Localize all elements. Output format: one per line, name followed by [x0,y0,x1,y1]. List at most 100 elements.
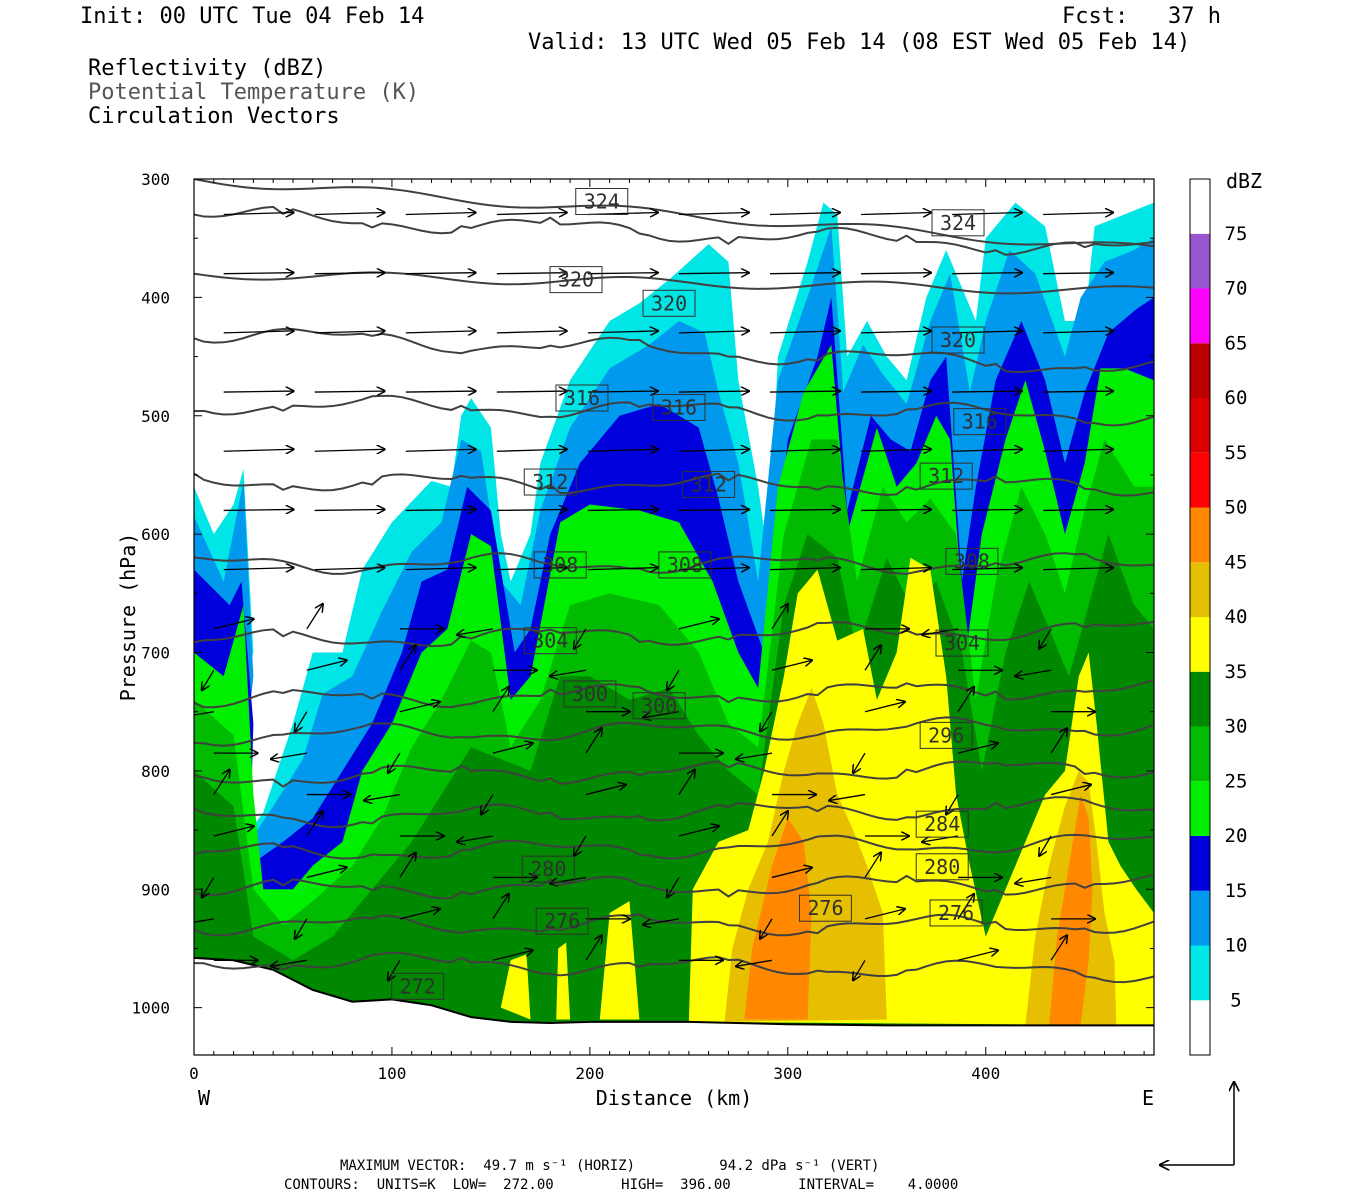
theta-label-text: 312 [532,470,568,494]
circulation-vector [457,835,493,842]
circulation-vector [314,213,385,215]
circulation-vector [492,950,533,961]
circulation-vector [550,669,587,676]
circulation-vector [314,391,385,392]
circulation-vector [864,852,881,878]
circulation-vector [314,331,385,333]
circulation-vector [496,509,567,510]
theta-contour-284 [194,833,1154,860]
theta-label: 304 [523,627,577,655]
circulation-vector [202,877,215,897]
circulation-vector [587,568,658,570]
circulation-vector [1039,835,1052,856]
colorbar-segment [1190,452,1210,508]
theta-label: 308 [658,551,712,579]
circulation-vector [587,509,658,510]
circulation-vector [364,793,400,801]
circulation-vector [388,752,401,773]
y-tick-label: 500 [141,407,170,426]
theta-label-text: 304 [944,631,980,655]
circulation-vector [678,273,749,274]
circulation-vector [1043,509,1113,510]
circulation-vector [853,752,866,773]
theta-contour-324 [194,205,1154,256]
y-tick-label: 800 [141,762,170,781]
circulation-vector [678,509,749,510]
circulation-vector [306,604,323,630]
circulation-vector [771,604,788,630]
circulation-vector [952,391,1022,392]
colorbar-segment [1190,343,1210,398]
circulation-vector [769,391,840,392]
theta-contour-labels: 324 324 320 320 320 316 316 316 312 312 312 308 308 3… [391,187,1007,1000]
circulation-vector [952,273,1022,274]
circulation-vector [405,331,476,333]
circulation-vector [202,669,215,690]
colorbar-segment [1190,1000,1210,1055]
colorbar-segment [1190,507,1210,563]
theta-label-text: 284 [924,812,960,836]
circulation-vector [1043,331,1113,333]
circulation-vector [736,752,773,759]
circulation-vector [1050,728,1067,754]
circulation-vector [213,770,230,795]
theta-label-text: 320 [651,291,687,315]
theta-label-text: 300 [572,682,608,706]
circulation-vector [213,826,254,837]
circulation-vector [678,331,749,333]
colorbar-segment [1190,233,1210,289]
circulation-vector [678,826,719,837]
circulation-vector [405,568,476,570]
circulation-vector [760,918,773,939]
circulation-vector [295,918,308,939]
theta-contour-296 [194,716,1154,747]
circulation-vector [457,628,493,635]
colorbar-tick-label: 45 [1225,551,1248,573]
circulation-vector [678,770,695,795]
y-tick-label: 900 [141,880,170,899]
circulation-vector [769,213,840,215]
circulation-vector [678,449,749,451]
reflectivity-35dbz [599,901,640,1020]
colorbar-tick-label: 50 [1225,497,1248,519]
theta-contour-316 [194,394,1154,427]
circulation-vector [760,711,773,732]
theta-contour-312 [194,472,1154,497]
circulation-vector [1039,628,1052,649]
circulation-vector [861,391,931,392]
circulation-vector [952,568,1022,570]
circulation-vector [295,711,308,732]
circulation-vector [769,273,840,274]
circulation-vector [496,449,567,451]
circulation-vector [678,391,749,392]
circulation-vector [405,449,476,451]
circulation-vector [769,331,840,333]
legend-line-reflectivity: Reflectivity (dBZ) [88,56,327,81]
valid-time: Valid: 13 UTC Wed 05 Feb 14 (08 EST Wed … [528,30,1191,55]
circulation-vector [1043,568,1113,570]
circulation-vector [223,391,294,392]
colorbar-segment [1190,179,1210,234]
y-tick-label: 400 [141,288,170,307]
theta-label: 312 [919,462,973,490]
circulation-vector [306,867,347,879]
circulation-vector [952,509,1022,510]
circulation-vector [223,568,294,570]
theta-label: 308 [945,547,999,575]
theta-label: 312 [523,468,577,496]
circulation-vector [223,331,294,333]
circulation-vector [585,935,602,961]
circulation-vector [864,645,881,671]
east-label: E [1142,1086,1154,1110]
circulation-vector [952,213,1022,215]
circulation-vector [1043,449,1113,451]
circulation-vector [587,273,658,274]
circulation-vector [587,331,658,333]
circulation-vector [1050,785,1091,796]
circulation-vector [1043,273,1113,274]
theta-label-text: 308 [542,553,578,577]
colorbar-segment [1190,781,1210,836]
x-tick-label: 400 [971,1064,1000,1083]
circulation-vector [314,568,385,570]
theta-label: 276 [929,899,983,927]
